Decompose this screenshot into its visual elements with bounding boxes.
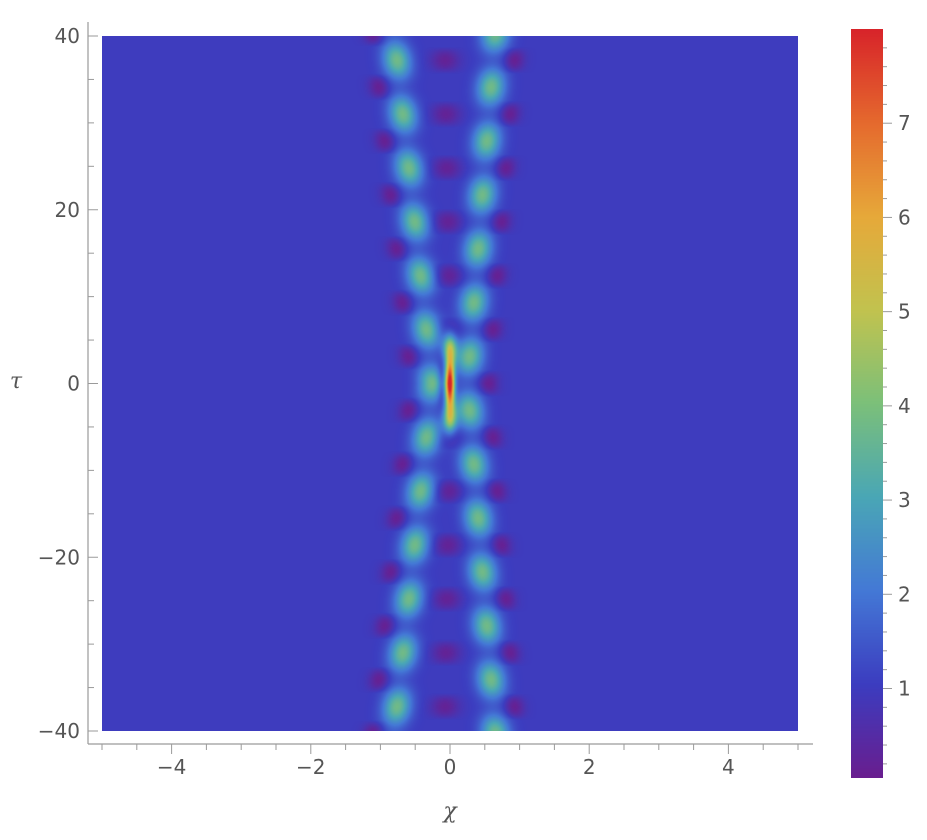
y-tick-label: −40 <box>38 719 80 743</box>
y-tick-label: 20 <box>55 198 80 222</box>
colorbar-tick-label: 4 <box>898 394 911 418</box>
colorbar-tick-label: 6 <box>898 205 911 229</box>
colorbar-tick-label: 7 <box>898 111 911 135</box>
y-axis: −40 −20 0 20 40 <box>38 22 98 744</box>
colorbar-tick-label: 5 <box>898 300 911 324</box>
y-tick-label: 40 <box>55 24 80 48</box>
heatmap-plot <box>102 36 798 731</box>
y-axis-title: τ <box>10 369 23 394</box>
y-tick-label: −20 <box>38 545 80 569</box>
x-axis: −4 −2 0 2 4 <box>88 743 813 779</box>
x-tick-label: 0 <box>444 755 457 779</box>
x-tick-label: −4 <box>157 755 186 779</box>
y-tick-label: 0 <box>67 372 80 396</box>
x-tick-label: 4 <box>722 755 735 779</box>
x-axis-title: χ <box>441 799 458 824</box>
x-tick-label: −2 <box>296 755 325 779</box>
colorbar-tick-label: 1 <box>898 676 911 700</box>
colorbar-tick-label: 3 <box>898 488 911 512</box>
colorbar-tick-label: 2 <box>898 582 911 606</box>
colorbar-axis: 1 2 3 4 5 6 7 <box>883 47 911 765</box>
x-tick-label: 2 <box>583 755 596 779</box>
colorbar <box>851 29 883 778</box>
